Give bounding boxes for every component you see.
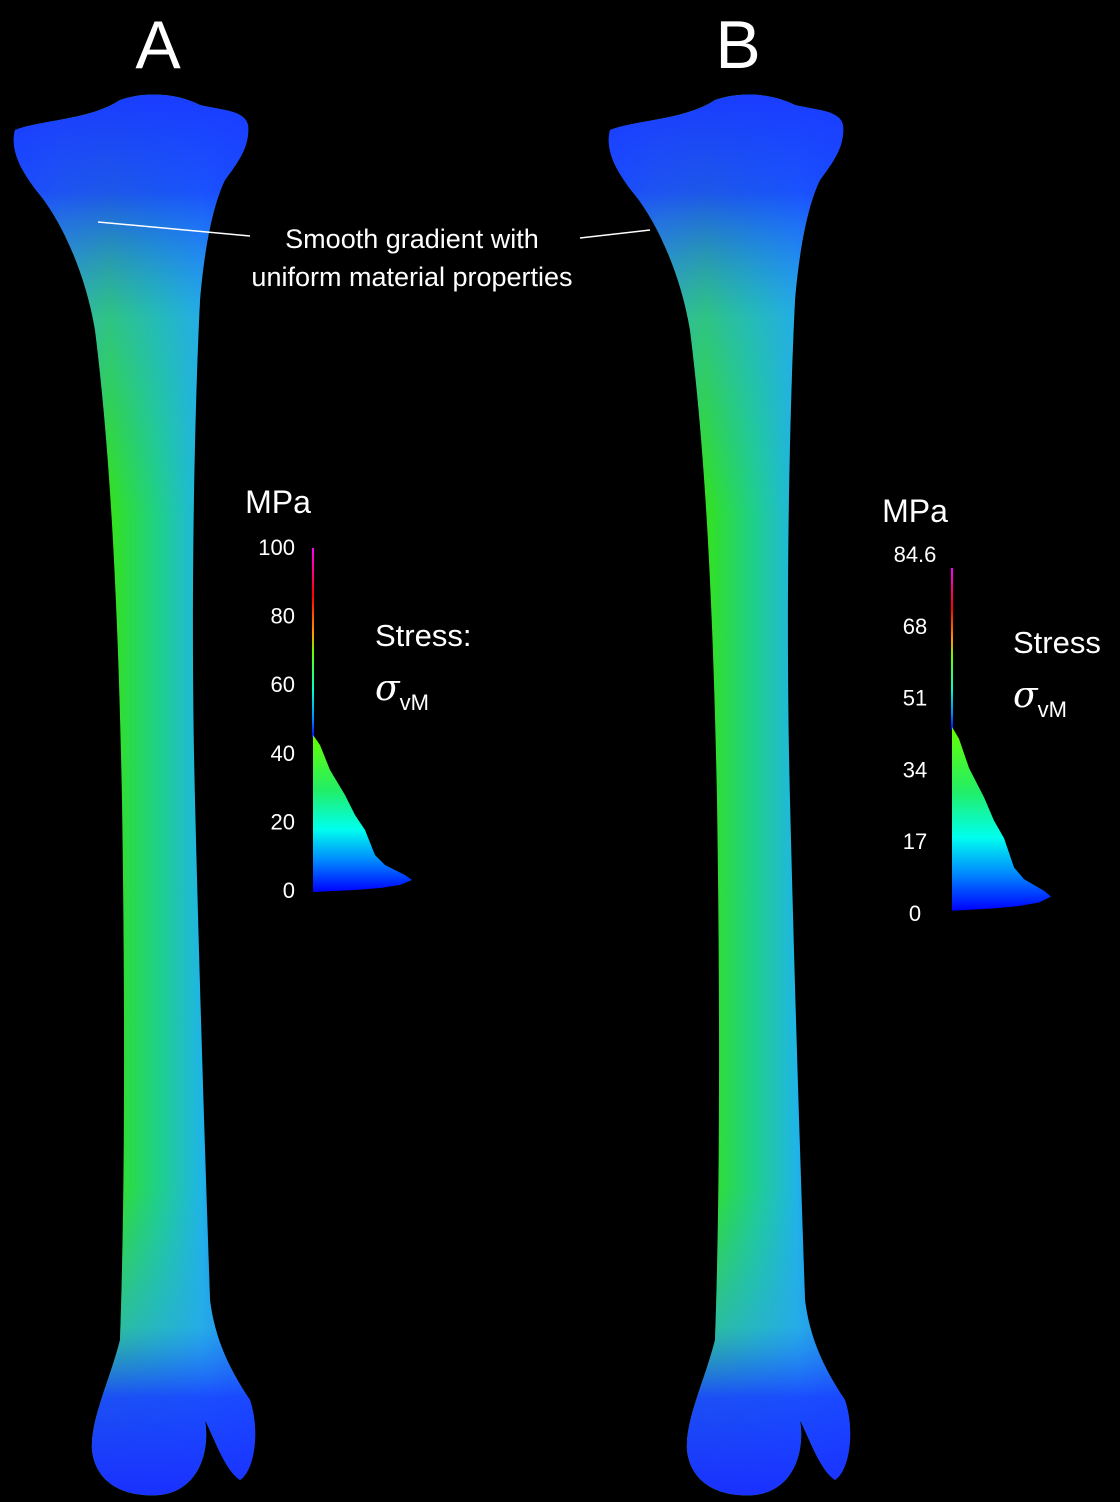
subscript: vM — [1038, 697, 1067, 722]
subscript: vM — [400, 690, 429, 715]
symbol-char: σ — [1013, 675, 1039, 716]
unit-label: MPa — [245, 484, 311, 520]
scale-tick-label: 51 — [903, 686, 927, 711]
scale-tick-label: 100 — [258, 535, 295, 560]
scale-tick-label: 20 — [271, 809, 295, 834]
scale-tick-label: 84.6 — [894, 542, 937, 567]
scale-tick-label: 34 — [903, 757, 927, 782]
panel-label: B — [715, 7, 760, 83]
scale-tick-label: 0 — [909, 901, 921, 926]
annotation: Smooth gradient with — [285, 224, 539, 254]
color-bar — [951, 568, 953, 730]
scale-tick-label: 17 — [903, 829, 927, 854]
scale-tick-label: 40 — [271, 741, 295, 766]
scale-tick-label: 68 — [903, 614, 927, 639]
quantity-label: Stress — [1013, 625, 1101, 660]
unit-label: MPa — [882, 493, 948, 529]
scale-tick-label: 60 — [271, 672, 295, 697]
scale-tick-label: 0 — [283, 878, 295, 903]
figure: A B Smooth gradient with uniform materia… — [0, 0, 1120, 1502]
scale-tick-label: 80 — [271, 604, 295, 629]
symbol-char: σ — [375, 668, 401, 709]
color-bar — [312, 548, 314, 738]
quantity-label: Stress: — [375, 618, 471, 653]
annotation: uniform material properties — [251, 262, 572, 292]
panel-label: A — [135, 7, 181, 83]
